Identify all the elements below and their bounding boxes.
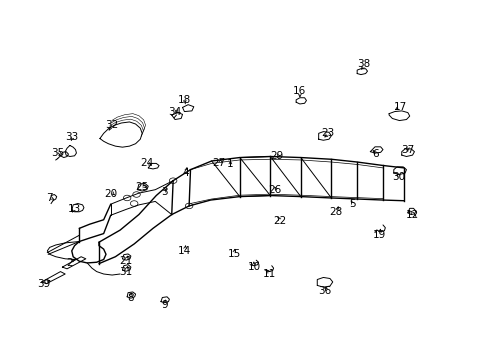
Text: 27: 27 — [212, 158, 225, 168]
Text: 22: 22 — [272, 216, 286, 226]
Text: 8: 8 — [127, 293, 133, 303]
Text: 32: 32 — [105, 120, 119, 130]
Text: 13: 13 — [68, 204, 81, 214]
Text: 10: 10 — [247, 262, 260, 272]
Text: 36: 36 — [318, 286, 331, 296]
Text: 14: 14 — [178, 246, 191, 256]
Text: 19: 19 — [372, 230, 386, 240]
Text: 15: 15 — [227, 249, 240, 259]
Text: 2: 2 — [66, 258, 73, 268]
Text: 30: 30 — [391, 172, 404, 181]
Text: 3: 3 — [161, 187, 168, 197]
Text: 33: 33 — [65, 132, 78, 142]
Text: 34: 34 — [168, 107, 181, 117]
Text: 6: 6 — [372, 149, 379, 159]
Text: 37: 37 — [401, 145, 414, 154]
Text: 7: 7 — [46, 193, 53, 203]
Text: 4: 4 — [182, 168, 189, 178]
Text: 20: 20 — [104, 189, 117, 199]
Text: 38: 38 — [357, 59, 370, 69]
Text: 17: 17 — [393, 102, 406, 112]
Text: 12: 12 — [405, 210, 418, 220]
Text: 9: 9 — [161, 300, 168, 310]
Text: 39: 39 — [37, 279, 50, 289]
Text: 28: 28 — [329, 207, 342, 217]
Text: 29: 29 — [270, 152, 284, 162]
Text: 21: 21 — [120, 256, 133, 266]
Text: 16: 16 — [293, 86, 306, 96]
Text: 25: 25 — [135, 182, 148, 192]
Text: 24: 24 — [140, 158, 153, 168]
Text: 1: 1 — [226, 159, 233, 170]
Text: 5: 5 — [348, 199, 355, 209]
Text: 11: 11 — [262, 269, 275, 279]
Text: 26: 26 — [268, 185, 281, 195]
Text: 18: 18 — [178, 95, 191, 105]
Text: 23: 23 — [321, 129, 334, 138]
Text: 31: 31 — [120, 267, 133, 276]
Text: 35: 35 — [51, 148, 64, 158]
